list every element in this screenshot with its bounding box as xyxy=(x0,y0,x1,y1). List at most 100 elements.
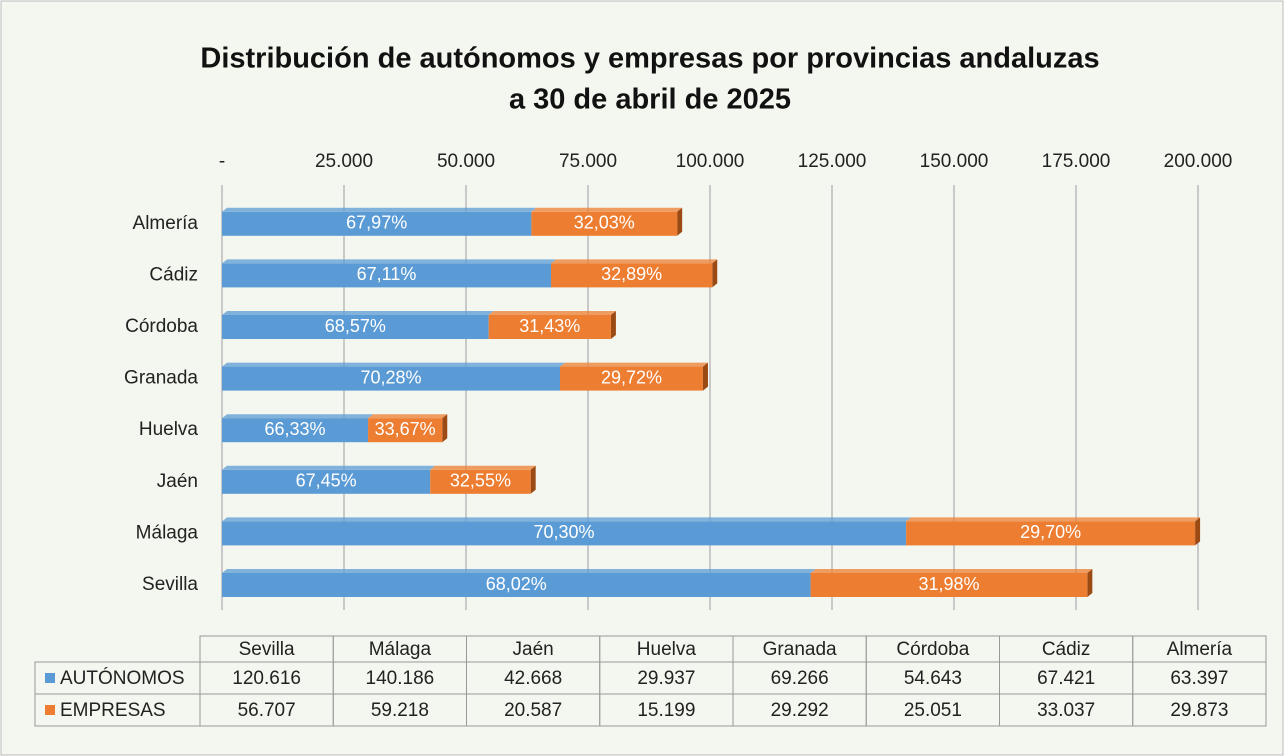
category-label: Huelva xyxy=(139,419,199,440)
legend-label: EMPRESAS xyxy=(60,700,166,721)
category-label: Almería xyxy=(133,213,199,234)
legend-swatch xyxy=(45,673,55,683)
x-tick-label: - xyxy=(219,151,225,172)
bar-side xyxy=(610,311,616,339)
category-label: Cádiz xyxy=(149,264,198,285)
x-tick-label: 150.000 xyxy=(920,151,989,172)
bar-top xyxy=(222,259,557,264)
bar-side xyxy=(1195,517,1201,546)
bar xyxy=(531,211,678,236)
data-label: 33,67% xyxy=(375,419,436,439)
bar xyxy=(222,573,811,597)
bar-top xyxy=(222,311,494,315)
table-header: Málaga xyxy=(369,639,432,660)
x-tick-label: 50.000 xyxy=(437,151,495,172)
table-value: 29.292 xyxy=(771,700,829,721)
table-value: 67.421 xyxy=(1037,668,1095,689)
table-header: Jaén xyxy=(513,639,554,660)
bar-top xyxy=(222,207,537,212)
x-tick-label: 25.000 xyxy=(315,151,373,172)
bar-top xyxy=(222,569,816,573)
table-value: 140.186 xyxy=(366,668,435,689)
bar xyxy=(488,315,611,339)
bar-side xyxy=(677,207,683,236)
bar xyxy=(222,469,431,494)
bar-top xyxy=(222,517,912,522)
data-label: 29,70% xyxy=(1020,522,1081,542)
data-label: 68,57% xyxy=(325,316,386,336)
data-label: 29,72% xyxy=(601,367,662,387)
data-label: 70,28% xyxy=(360,367,421,387)
bar xyxy=(810,573,1088,597)
bar xyxy=(551,263,713,288)
bar xyxy=(222,315,489,339)
legend-swatch xyxy=(45,705,55,715)
category-label: Córdoba xyxy=(125,316,198,337)
bar xyxy=(222,263,552,288)
legend-label: AUTÓNOMOS xyxy=(60,667,185,689)
table-value: 33.037 xyxy=(1037,700,1095,721)
table-value: 25.051 xyxy=(904,700,962,721)
data-label: 32,03% xyxy=(574,213,635,233)
chart-title: Distribución de autónomos y empresas por… xyxy=(200,43,1099,75)
data-label: 68,02% xyxy=(486,574,547,594)
data-label: 70,30% xyxy=(534,522,595,542)
bar xyxy=(222,211,532,236)
bar-top xyxy=(430,465,536,470)
bar-side xyxy=(442,414,448,443)
table-cell xyxy=(1132,693,1267,727)
bar-top xyxy=(531,207,683,212)
bar-side xyxy=(530,465,536,494)
bar xyxy=(222,418,369,443)
data-label: 67,45% xyxy=(296,471,357,491)
data-label: 32,55% xyxy=(450,471,511,491)
bar xyxy=(222,521,907,546)
bar xyxy=(560,366,703,391)
bar-top xyxy=(551,259,718,264)
bar-side xyxy=(702,362,708,391)
bar-side xyxy=(1087,569,1093,597)
bar-top xyxy=(488,311,616,315)
x-tick-label: 175.000 xyxy=(1042,151,1111,172)
data-label: 32,89% xyxy=(601,264,662,284)
table-header: Córdoba xyxy=(896,639,969,660)
bar-top xyxy=(368,414,448,419)
category-label: Jaén xyxy=(157,471,198,492)
table-header: Granada xyxy=(763,639,837,660)
chart-subtitle: a 30 de abril de 2025 xyxy=(509,84,791,116)
data-label: 66,33% xyxy=(265,419,326,439)
table-header: Cádiz xyxy=(1042,639,1091,660)
bar-side xyxy=(712,259,718,288)
table-value: 54.643 xyxy=(904,668,962,689)
bar xyxy=(368,418,443,443)
table-value: 69.266 xyxy=(771,668,829,689)
table-header: Huelva xyxy=(637,639,697,660)
bar-top xyxy=(222,362,566,367)
bar-top xyxy=(222,414,374,419)
table-value: 29.873 xyxy=(1170,700,1228,721)
table-value: 59.218 xyxy=(371,700,429,721)
x-tick-label: 200.000 xyxy=(1164,151,1233,172)
table-header: Almería xyxy=(1167,639,1233,660)
table-value: 120.616 xyxy=(232,668,301,689)
table-value: 20.587 xyxy=(504,700,562,721)
bar xyxy=(430,469,531,494)
table-value: 15.199 xyxy=(637,700,695,721)
bar-top xyxy=(810,569,1093,573)
table-value: 42.668 xyxy=(504,668,562,689)
category-label: Sevilla xyxy=(142,574,198,595)
bar-top xyxy=(560,362,708,367)
bar-top xyxy=(906,517,1201,522)
data-label: 31,43% xyxy=(519,316,580,336)
bar xyxy=(906,521,1196,546)
data-label: 31,98% xyxy=(918,574,979,594)
table-value: 63.397 xyxy=(1170,668,1228,689)
x-tick-label: 125.000 xyxy=(798,151,867,172)
bar xyxy=(222,366,561,391)
table-value: 56.707 xyxy=(238,700,296,721)
data-label: 67,97% xyxy=(346,213,407,233)
x-tick-label: 100.000 xyxy=(676,151,745,172)
bar-top xyxy=(222,465,436,470)
table-header: Sevilla xyxy=(239,639,295,660)
